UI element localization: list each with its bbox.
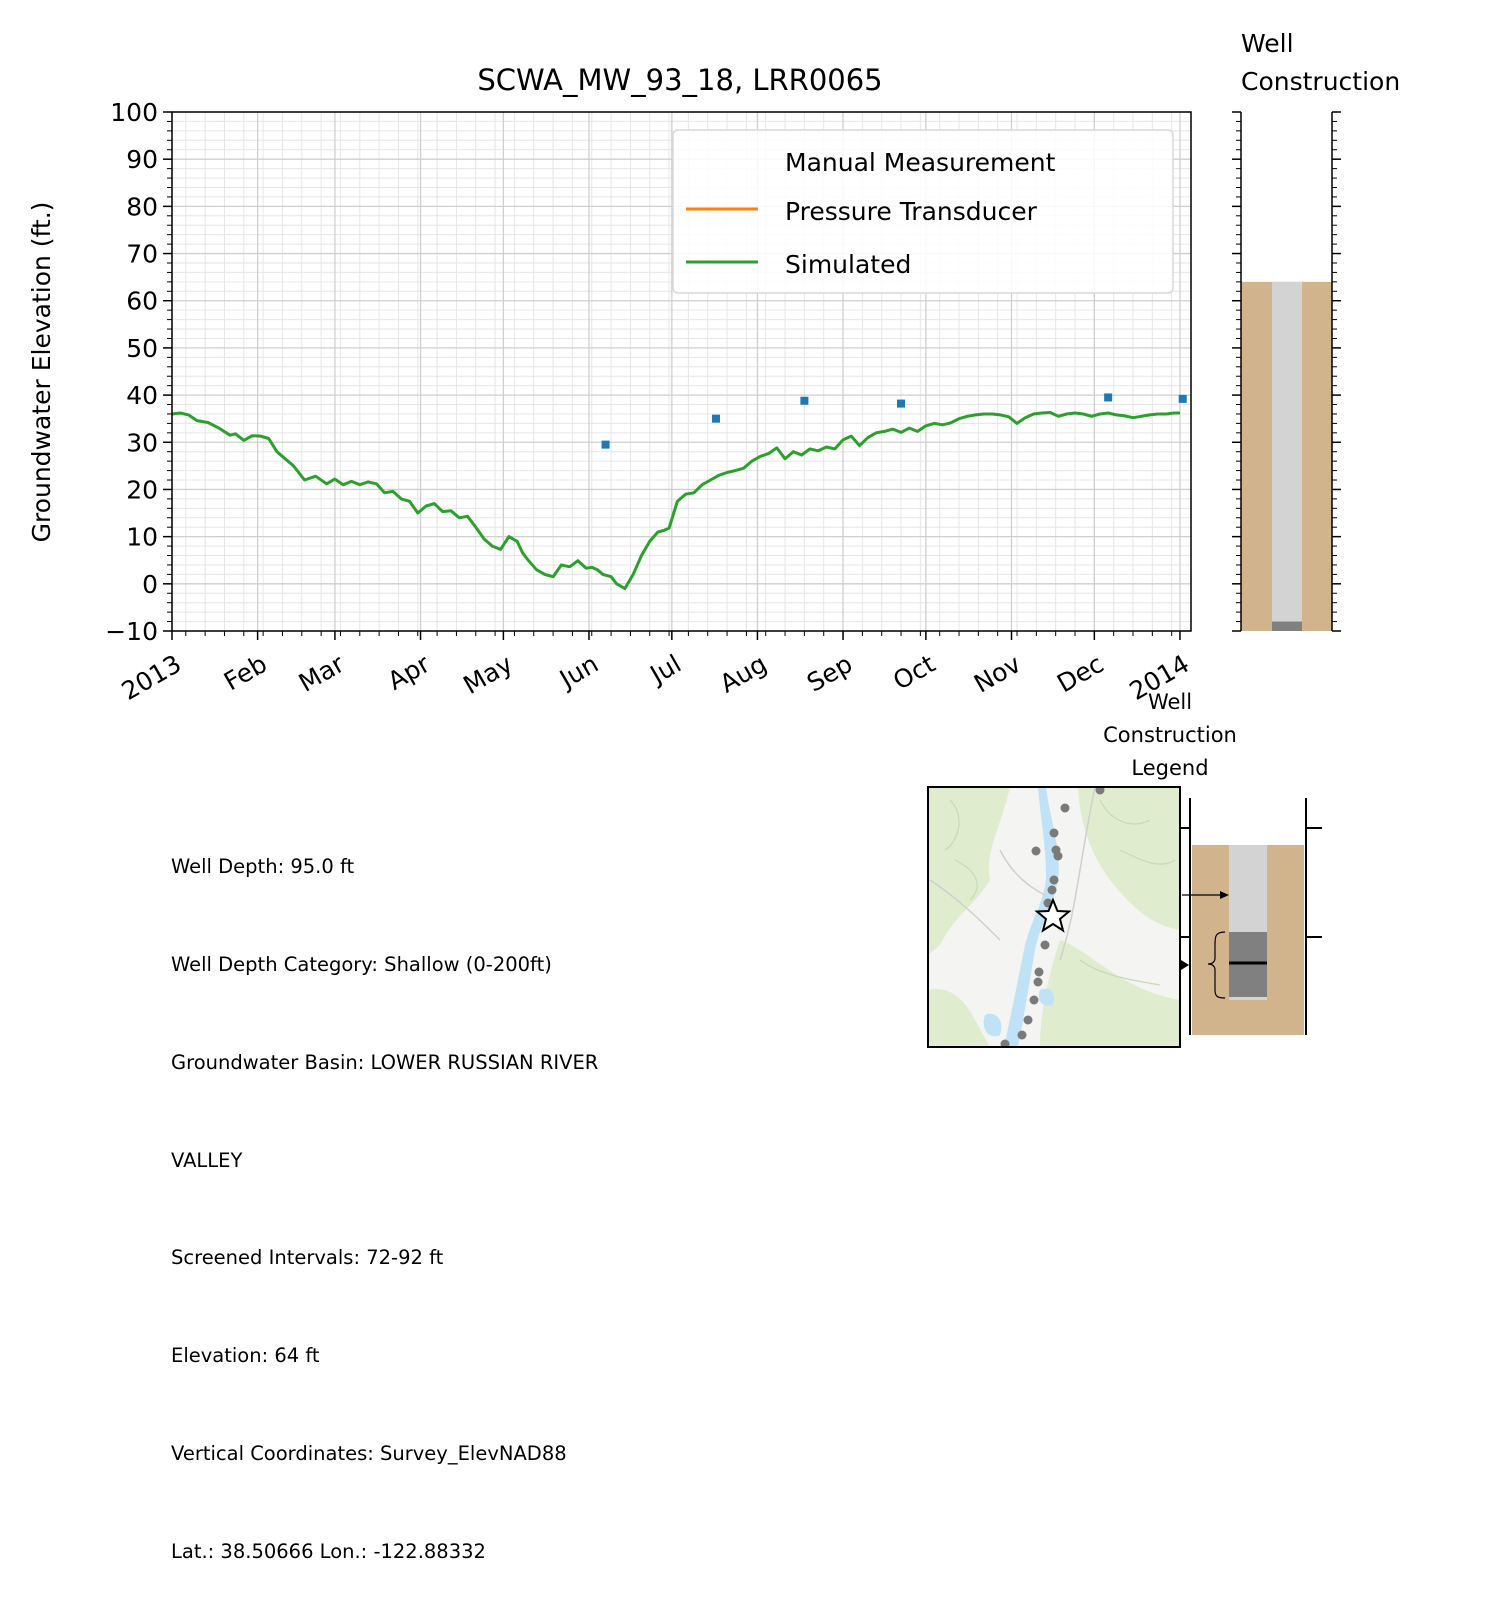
map-frame bbox=[927, 786, 1181, 1048]
info-depth-category: Well Depth Category: Shallow (0-200ft) bbox=[171, 952, 552, 976]
x-tick-labels: 2013 Feb Mar Apr May Jun Jul Aug Sep Oct Nov Dec 201… bbox=[117, 649, 1195, 706]
figure-canvas: −10 0 10 20 30 40 50 60 70 80 90 100 2013 Feb Mar Apr M… bbox=[27, 29, 1400, 1048]
info-latlon: Lat.: 38.50666 Lon.: -122.88332 bbox=[171, 1539, 486, 1563]
map-pond-2 bbox=[1038, 988, 1055, 1006]
well-construction-panel: Well Construction bbox=[1232, 29, 1400, 632]
map-vegetation-west bbox=[928, 787, 1010, 955]
x-tick-label: Oct bbox=[888, 649, 940, 696]
well-construction-title-line2: Construction bbox=[1241, 67, 1400, 96]
manual-measurement-point bbox=[800, 396, 809, 405]
y-tick-label: 50 bbox=[126, 334, 158, 363]
info-vertical: Vertical Coordinates: Survey_ElevNAD88 bbox=[171, 1441, 567, 1465]
info-basin-line2: VALLEY bbox=[171, 1148, 243, 1172]
legend-simulated-label: Simulated bbox=[785, 250, 911, 279]
y-tick-label: 60 bbox=[126, 287, 158, 316]
location-map bbox=[927, 786, 1181, 1048]
x-tick-label: Aug bbox=[715, 649, 772, 699]
map-roads bbox=[929, 787, 1096, 961]
map-vegetation-south bbox=[1040, 940, 1180, 1047]
y-tick-label: 100 bbox=[110, 98, 158, 127]
x-tick-label: Mar bbox=[294, 649, 350, 698]
y-tick-label: 80 bbox=[126, 192, 158, 221]
series-layer bbox=[171, 393, 1187, 590]
x-tick-label: 2013 bbox=[117, 649, 187, 706]
wc-ticks bbox=[1232, 111, 1341, 632]
chart-title: SCWA_MW_93_18, LRR0065 bbox=[477, 63, 882, 97]
x-tick-label: May bbox=[458, 649, 517, 700]
legend-box bbox=[672, 129, 1174, 294]
plot-frame bbox=[171, 111, 1192, 632]
map-pond bbox=[983, 1013, 1002, 1037]
y-tick-labels: −10 0 10 20 30 40 50 60 70 80 90 100 bbox=[105, 98, 158, 646]
wc-legend-screen-brace bbox=[1207, 931, 1226, 999]
y-tick-label: 30 bbox=[126, 428, 158, 457]
y-tick-label: 20 bbox=[126, 475, 158, 504]
x-tick-label: Jun bbox=[553, 649, 603, 695]
map-well-markers bbox=[1000, 787, 1105, 1047]
y-tick-label: 40 bbox=[126, 381, 158, 410]
y-tick-label: −10 bbox=[105, 617, 158, 646]
well-screen bbox=[1272, 621, 1302, 631]
x-tick-label: Nov bbox=[969, 649, 1026, 699]
info-elevation: Elevation: 64 ft bbox=[171, 1344, 320, 1368]
map-vegetation-east bbox=[1078, 787, 1180, 930]
well-construction-title-line1: Well bbox=[1241, 29, 1294, 58]
manual-measurement-point bbox=[1178, 394, 1187, 403]
x-tick-label: Sep bbox=[802, 649, 857, 698]
y-axis-label: Groundwater Elevation (ft.) bbox=[27, 202, 56, 543]
manual-measurement-point bbox=[1104, 393, 1113, 402]
y-tick-label: 90 bbox=[126, 145, 158, 174]
x-tick-label: Dec bbox=[1052, 649, 1108, 698]
map-contours bbox=[944, 799, 1176, 986]
info-screened: Screened Intervals: 72-92 ft bbox=[171, 1246, 444, 1270]
wc-legend-title-line3: Legend bbox=[1131, 756, 1208, 780]
manual-measurement-point bbox=[712, 414, 721, 423]
x-tick-label: Feb bbox=[219, 649, 272, 696]
y-tick-label: 10 bbox=[126, 523, 158, 552]
legend-transducer-label: Pressure Transducer bbox=[785, 197, 1038, 226]
y-tick-label: 70 bbox=[126, 240, 158, 269]
simulated-series-line bbox=[171, 411, 1180, 590]
wc-legend-title-line2: Construction bbox=[1103, 723, 1237, 747]
axis-ticks bbox=[163, 111, 1181, 640]
info-well-depth: Well Depth: 95.0 ft bbox=[171, 855, 355, 879]
info-basin-line1: Groundwater Basin: LOWER RUSSIAN RIVER bbox=[171, 1050, 599, 1074]
y-tick-label: 0 bbox=[142, 570, 158, 599]
legend-manual-label: Manual Measurement bbox=[785, 148, 1056, 177]
map-vegetation-southwest bbox=[928, 989, 990, 1047]
wc-legend-title-line1: Well bbox=[1148, 690, 1192, 714]
map-river bbox=[1004, 787, 1059, 1047]
well-construction-legend: Well Construction Legend bbox=[1103, 690, 1322, 1035]
well-casing bbox=[1272, 281, 1302, 622]
main-chart: −10 0 10 20 30 40 50 60 70 80 90 100 2013 Feb Mar Apr M… bbox=[27, 63, 1194, 706]
x-tick-label: Apr bbox=[383, 649, 436, 696]
manual-measurement-point bbox=[897, 399, 906, 408]
star-icon bbox=[1034, 897, 1072, 933]
well-info-text: Well Depth: 95.0 ft Well Depth Category:… bbox=[171, 786, 598, 1601]
chart-legend: Manual Measurement Pressure Transducer S… bbox=[672, 129, 1174, 294]
wc-legend-water-arrow bbox=[1181, 960, 1189, 970]
manual-measurement-point bbox=[601, 440, 610, 449]
x-tick-label: Jul bbox=[644, 649, 686, 690]
